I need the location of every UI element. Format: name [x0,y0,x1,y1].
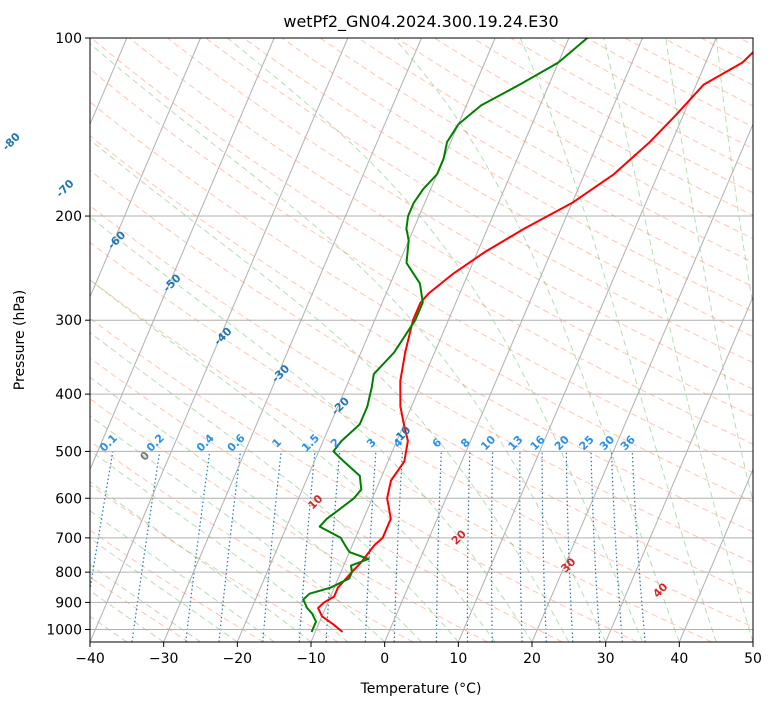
isotherm-gridline [678,468,753,642]
isotherm-gridline [310,38,570,642]
isotherm-gridline [90,38,201,299]
y-axis-label: Pressure (hPa) [12,290,28,390]
y-tick-label: 300 [55,313,82,329]
y-tick-label: 100 [55,31,82,47]
moist-adiabat [603,38,753,642]
x-tick-label: 50 [744,651,762,667]
dry-adiabat [90,101,753,503]
dry-adiabat [90,205,753,595]
x-tick-label: −20 [223,651,253,667]
moist-adiabat [665,38,753,504]
y-tick-label: 1000 [46,622,82,638]
dewpoint-profile [302,38,588,633]
isotherm-gridline [163,38,422,642]
x-tick-label: −30 [149,651,179,667]
x-tick-label: 20 [523,651,541,667]
moist-adiabat [90,590,164,642]
x-tick-label: 10 [449,651,467,667]
y-tick-label: 500 [55,444,82,460]
isotherm-gridline [90,38,349,642]
x-tick-label: −10 [296,651,326,667]
plot-background [90,38,753,642]
y-tick-label: 900 [55,595,82,611]
x-tick-label: 0 [380,651,389,667]
mixing-ratio-line [90,451,114,594]
temperature-profile [317,50,753,633]
isotherm-label: -70 [53,177,76,200]
dry-adiabat [90,279,712,642]
dry-adiabat [243,38,753,338]
isotherm-gridline [90,38,275,471]
mixing-ratio-line [262,451,282,642]
mixing-ratio-line [218,451,242,642]
plot-frame [89,37,754,643]
y-tick-label: 700 [55,531,82,547]
dry-adiabat [90,241,753,628]
dry-adiabat [129,38,753,417]
x-tick-label: 40 [670,651,688,667]
dry-adiabat [90,357,563,642]
isotherm-gridline [752,640,753,642]
y-tick-label: 400 [55,387,82,403]
dry-adiabat [90,169,753,564]
dry-adiabat [90,398,488,642]
isotherm-gridline [384,38,643,642]
y-tick-label: 600 [55,491,82,507]
moist-adiabat [90,42,607,642]
moist-adiabat [90,510,275,642]
moist-adiabat [90,537,238,642]
y-tick-label: 800 [55,565,82,581]
isotherm-label: -80 [0,130,23,153]
x-tick-label: 30 [597,651,615,667]
isotherm-gridline [457,38,717,642]
isotherm-gridline [531,123,753,642]
chart-title: wetPf2_GN04.2024.300.19.24.E30 [283,12,558,32]
moist-adiabat [90,279,496,642]
moist-adiabat [393,38,680,642]
moist-adiabat [90,331,459,642]
dry-adiabat [281,38,753,313]
dry-adiabat [90,317,638,642]
dry-adiabat [90,484,339,642]
moist-adiabat [90,216,533,642]
moist-adiabat [227,38,643,642]
moist-adiabat [90,415,386,642]
isotherm-gridline [605,295,753,642]
moist-adiabat [90,139,570,642]
dry-adiabat [90,135,753,533]
y-tick-label: 200 [55,209,82,225]
dry-adiabat [90,529,264,642]
x-axis-label: Temperature (°C) [360,681,482,697]
x-tick-label: −40 [75,651,105,667]
isotherm-gridline [236,38,496,642]
moist-adiabat [519,38,717,642]
moist-adiabat [90,564,201,642]
moist-adiabat [90,481,312,642]
mixing-ratio-line [185,451,211,642]
